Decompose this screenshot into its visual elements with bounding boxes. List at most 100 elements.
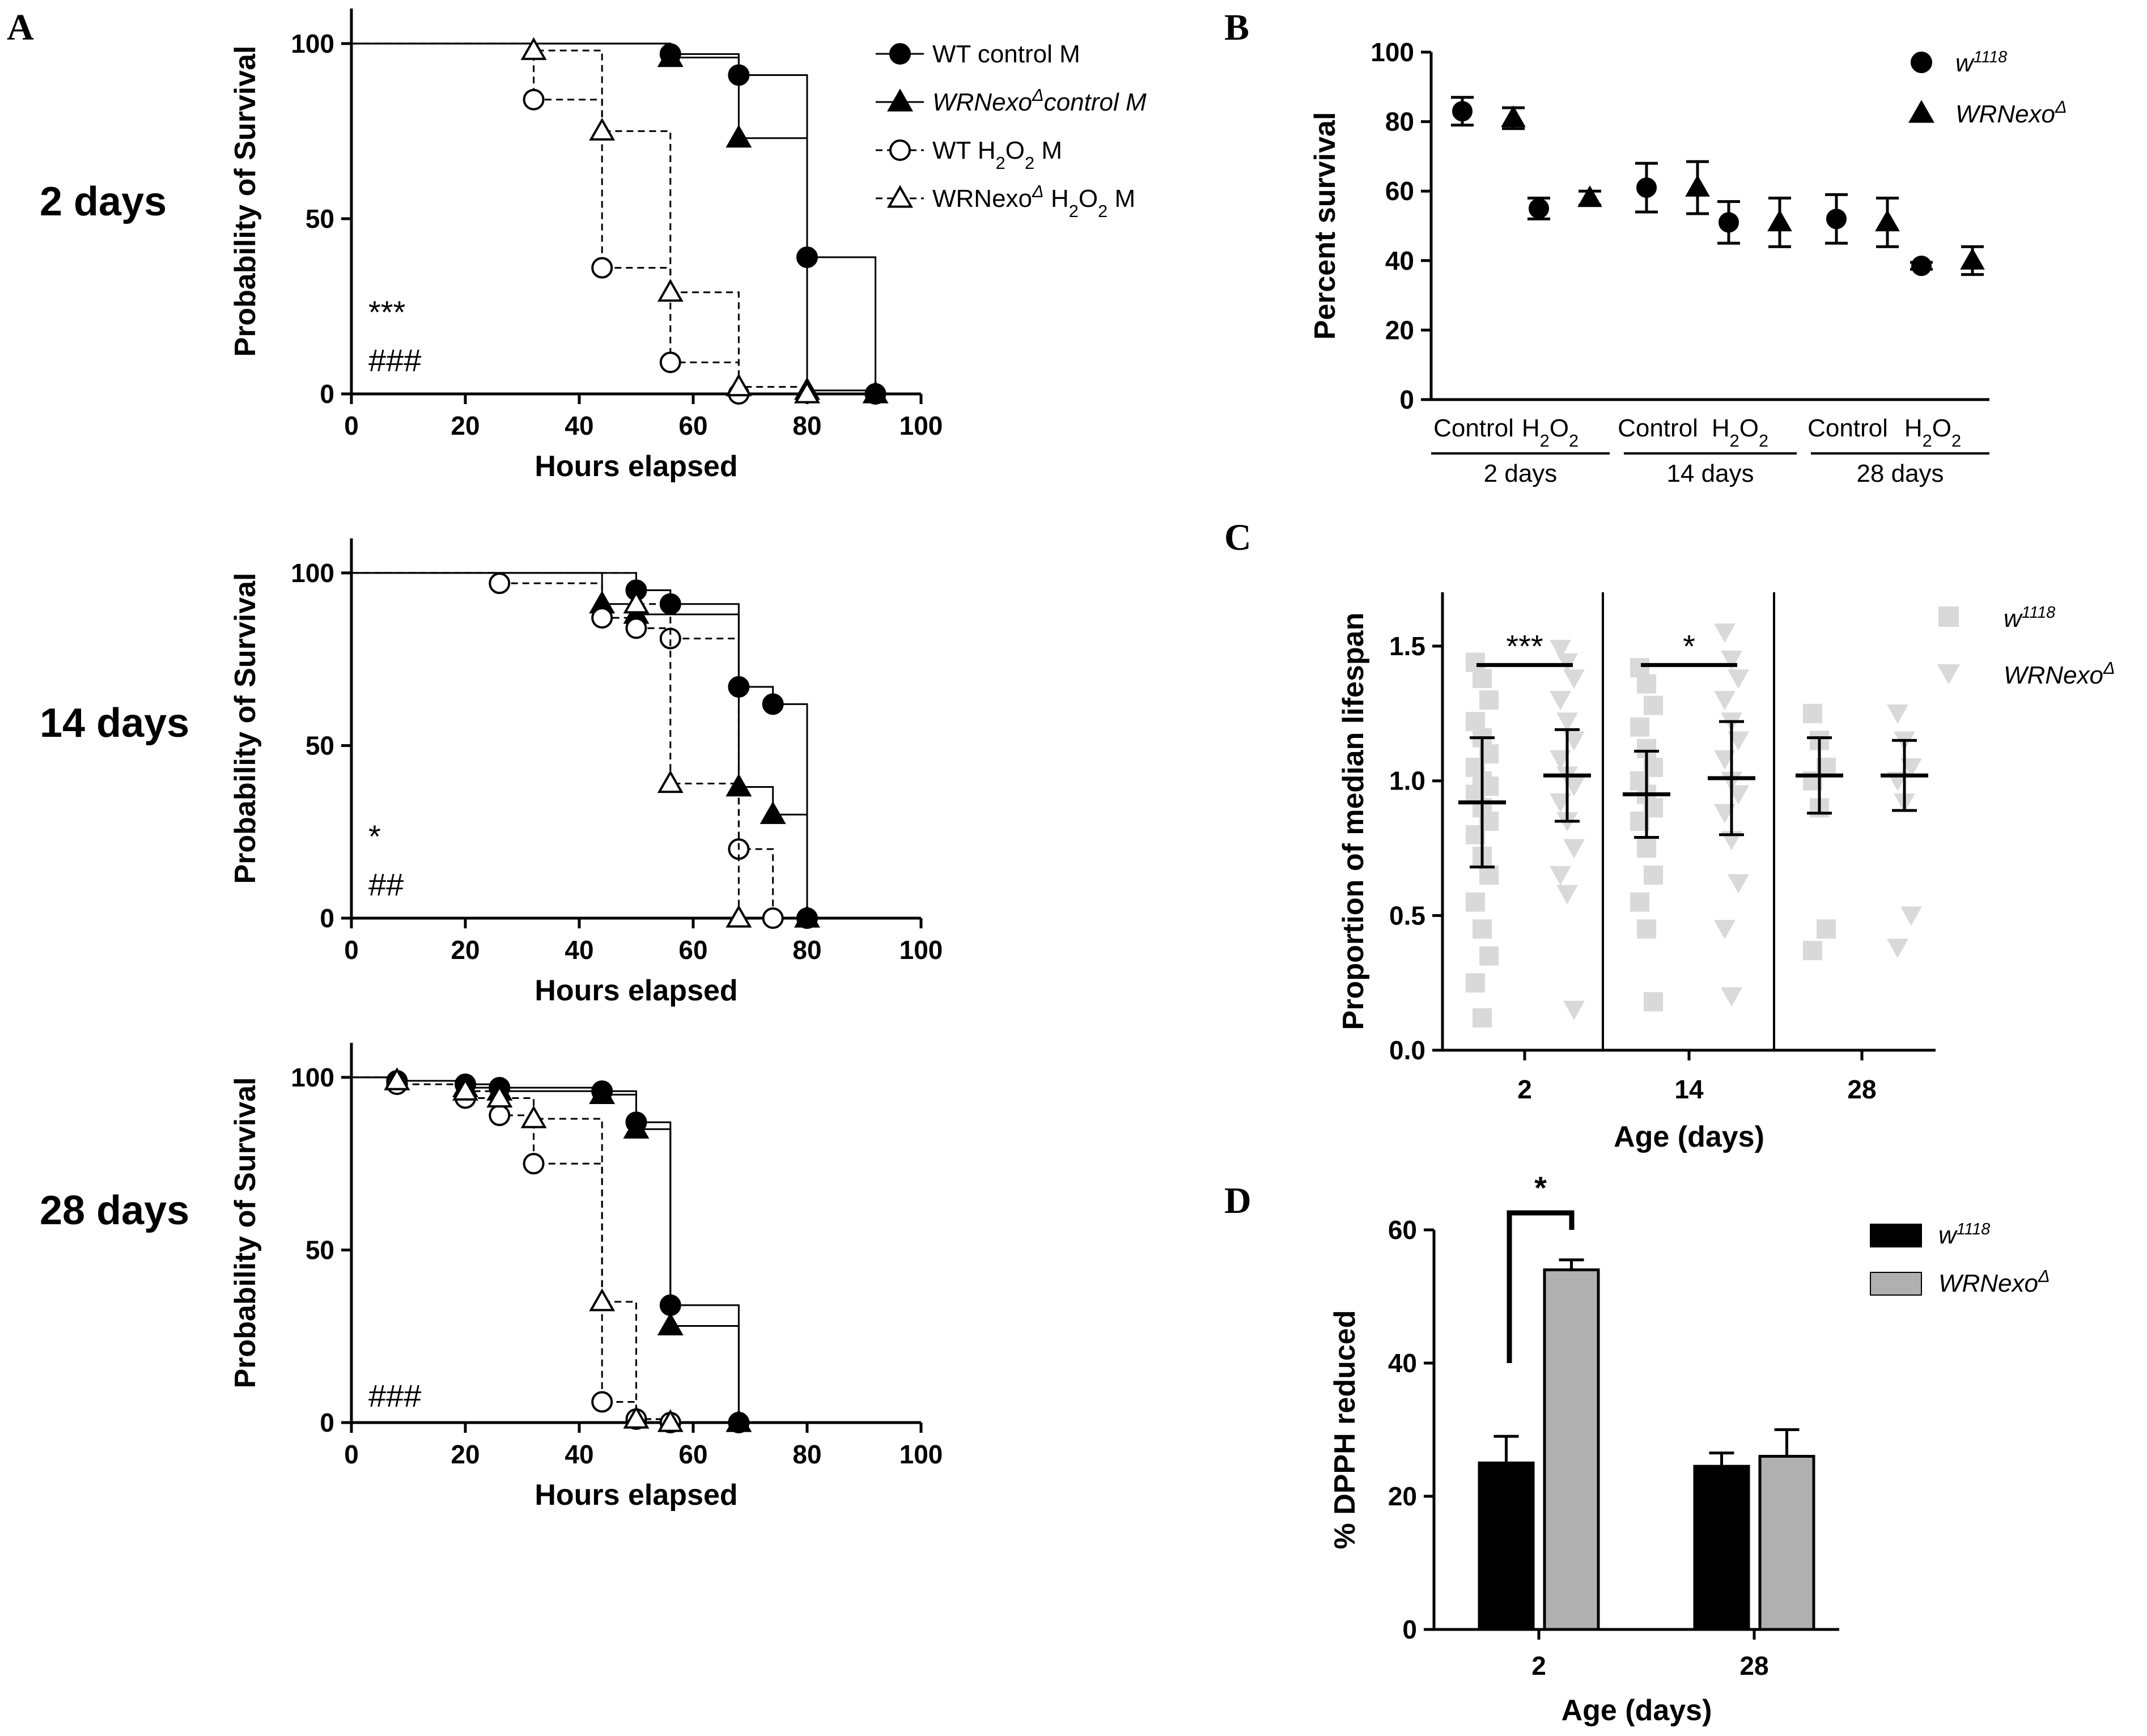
x-tick-label: 14 [1674,1075,1704,1104]
condition-label: H2O2 [1904,414,1961,451]
y-tick-label: 0.0 [1389,1035,1425,1065]
y-tick-label: 20 [1388,1482,1417,1511]
row-label-2-days: 2 days [40,179,167,224]
survival-point [794,905,820,928]
condition-label: Control [1618,414,1698,442]
significance-annotation: ### [368,1378,421,1414]
survival-point [657,279,684,302]
significance-annotation: * [368,818,381,854]
survival-chart-14-days: 0 20 40 60 80 100 0 50 100 Hours elapsed Probabili… [229,538,943,1007]
survival-mean-point [1767,209,1792,232]
row-label-28-days: 28 days [40,1188,189,1233]
survival-point [589,1288,616,1311]
y-axis-label: Probability of Survival [229,1077,262,1388]
lifespan-point-triangle [1714,920,1736,940]
lifespan-point-square [1466,973,1485,993]
survival-mean-point [1529,198,1549,219]
legend-entry: WRNexoΔ [1938,1266,2050,1298]
lifespan-point-square [1644,865,1663,885]
lifespan-point-square [1644,992,1663,1012]
y-tick-label: 60 [1388,1215,1417,1245]
x-tick-label: 20 [451,1440,480,1469]
survival-mean-point [1577,185,1602,207]
survival-curve-0 [351,1076,740,1423]
survival-mean-point [1685,175,1710,197]
survival-point [725,1409,752,1432]
survival-mean-point [1826,209,1847,230]
survival-mean-point [1960,248,1985,270]
x-tick-label: 100 [899,411,943,440]
y-tick-label: 80 [1385,107,1414,137]
survival-point [520,1105,547,1128]
x-tick-label: 40 [565,935,593,965]
x-tick-label: 0 [344,411,359,440]
lifespan-point-square [1630,717,1649,737]
panel-a-label: A [7,7,34,48]
lifespan-point-square [1479,690,1499,710]
y-tick-label: 100 [291,558,334,588]
lifespan-point-square [1466,712,1485,732]
survival-point [591,1391,613,1413]
percent-survival-chart: 0 20 40 60 80 100 Percent survival Control H2O2 C… [1309,37,2067,487]
x-tick-label: 60 [678,935,707,965]
legend-swatch [1870,1272,1922,1296]
median-lifespan-chart: 0.0 0.5 1.0 1.5 Proportion of median lifespa… [1337,592,2115,1153]
panel-a-legend: WT control M WRNexoΔcontrol M WT H2O2 M WRN… [876,40,1147,221]
x-tick-label: 2 [1531,1651,1546,1680]
survival-point [589,1081,616,1105]
survival-curve-2 [351,43,740,394]
x-tick-label: 100 [899,935,943,965]
y-axis-label: Probability of Survival [229,45,262,356]
lifespan-point-triangle [1550,639,1571,659]
survival-point [591,257,613,279]
lifespan-point-triangle [1887,704,1908,724]
survival-point [623,1406,650,1429]
legend-entry: w1118 [1955,48,2007,77]
lifespan-point-square [1479,865,1499,885]
survival-point [794,380,820,404]
survival-mean-point [1875,209,1900,232]
x-tick-label: 40 [565,411,593,440]
y-tick-label: 0 [320,903,334,933]
x-tick-label: 100 [899,1440,943,1469]
legend-marker-square [1938,606,1959,627]
lifespan-point-triangle [1887,939,1908,958]
survival-point [725,905,752,928]
y-tick-label: 50 [305,731,334,760]
legend-marker [1911,52,1932,73]
significance-label: *** [1506,628,1543,664]
condition-label: Control [1807,414,1888,442]
legend-marker-triangle [1937,664,1960,685]
legend-marker [889,43,911,65]
group-label: 28 days [1856,460,1944,487]
x-axis-label: Hours elapsed [534,1479,737,1512]
y-tick-label: 0 [1402,1615,1417,1644]
survival-point [452,1077,478,1101]
survival-curve-2 [351,572,774,918]
dpph-bar [1478,1461,1535,1631]
survival-point [762,693,784,715]
condition-label: H2O2 [1522,414,1579,451]
lifespan-point-square [1637,674,1656,694]
survival-point [725,373,752,397]
x-axis-label: Hours elapsed [534,450,737,483]
lifespan-point-square [1630,658,1649,678]
survival-curve-3 [351,1076,672,1423]
lifespan-point-triangle [1721,650,1742,670]
y-tick-label: 40 [1388,1348,1417,1378]
lifespan-point-square [1473,919,1492,939]
survival-mean-point [1911,255,1932,276]
panel-b-label: B [1224,7,1249,48]
x-tick-label: 80 [792,411,821,440]
survival-point [625,617,647,639]
x-tick-label: 80 [792,1440,821,1469]
y-tick-label: 1.5 [1389,631,1425,661]
x-tick-label: 40 [565,1440,593,1469]
survival-point [657,1312,684,1336]
lifespan-point-square [1630,892,1649,912]
lifespan-point-triangle [1563,839,1585,859]
y-tick-label: 1.0 [1389,766,1425,796]
x-tick-label: 80 [792,935,821,965]
dpph-bar [1693,1465,1750,1631]
